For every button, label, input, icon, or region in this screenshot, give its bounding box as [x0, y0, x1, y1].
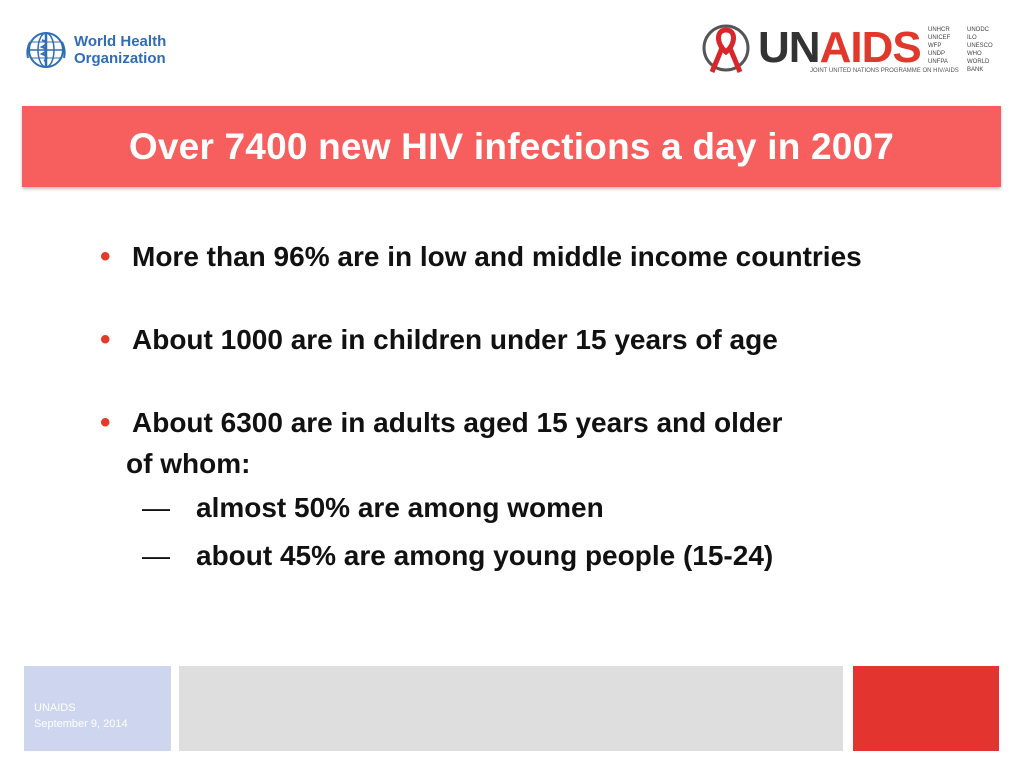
unaids-aids: AIDS	[819, 23, 922, 72]
sub-bullet-text: about 45% are among young people (15-24)	[196, 540, 774, 571]
who-emblem-icon	[26, 32, 66, 68]
bullet-item: • About 1000 are in children under 15 ye…	[100, 319, 980, 360]
unaids-un: UN	[758, 23, 821, 72]
bullet-dot-icon: •	[100, 240, 111, 273]
bullet-dot-icon: •	[100, 323, 111, 356]
cosponsor: UNESCO	[967, 43, 993, 49]
bullet-text: About 6300 are in adults aged 15 years a…	[132, 407, 783, 438]
cosponsor: UNHCR	[928, 27, 950, 33]
red-ribbon-icon	[702, 24, 750, 73]
unaids-wordmark: UNAIDS	[758, 23, 922, 72]
bullet-text-continuation: of whom:	[126, 448, 251, 479]
bullet-text: About 1000 are in children under 15 year…	[132, 324, 778, 355]
unaids-cosponsors: UNHCR UNODC UNICEF ILO WFP UNESCO UNDP W…	[928, 26, 1002, 74]
sub-bullet-item: — about 45% are among young people (15-2…	[100, 532, 980, 580]
footer-middle-panel	[179, 666, 843, 751]
slide-title: Over 7400 new HIV infections a day in 20…	[128, 125, 895, 167]
cosponsor: WFP	[928, 43, 942, 49]
dash-icon: —	[142, 540, 170, 571]
who-line-1: World Health	[74, 33, 167, 50]
cosponsor: UNFPA	[928, 59, 948, 65]
who-wordmark: World Health Organization	[74, 33, 166, 67]
bullet-item: • More than 96% are in low and middle in…	[100, 236, 980, 277]
footer-date: September 9, 2014	[34, 718, 128, 730]
dash-icon: —	[142, 492, 170, 523]
sub-bullet-text: almost 50% are among women	[196, 492, 604, 523]
bullet-dot-icon: •	[100, 406, 111, 439]
sub-bullet-item: — almost 50% are among women	[100, 484, 980, 532]
cosponsor: WHO	[967, 51, 982, 57]
cosponsor: ILO	[967, 35, 977, 41]
unaids-subtitle: JOINT UNITED NATIONS PROGRAMME ON HIV/AI…	[810, 68, 959, 74]
footer-accent-panel	[853, 666, 999, 751]
bullet-item: • About 6300 are in adults aged 15 years…	[100, 402, 980, 484]
footer-organization: UNAIDS	[34, 702, 76, 714]
cosponsor: UNDP	[928, 51, 946, 57]
bullet-list: • More than 96% are in low and middle in…	[100, 236, 980, 580]
title-banner: Over 7400 new HIV infections a day in 20…	[22, 106, 1001, 187]
footer-info-panel: UNAIDS September 9, 2014	[24, 666, 171, 751]
cosponsor: UNODC	[967, 27, 989, 33]
bullet-text: More than 96% are in low and middle inco…	[132, 241, 862, 272]
cosponsor: WORLD BANK	[967, 59, 990, 73]
who-line-2: Organization	[74, 50, 166, 67]
who-logo: World Health Organization	[24, 28, 166, 72]
cosponsor: UNICEF	[928, 35, 951, 41]
unaids-logo: UNAIDS JOINT UNITED NATIONS PROGRAMME ON…	[702, 22, 1002, 84]
